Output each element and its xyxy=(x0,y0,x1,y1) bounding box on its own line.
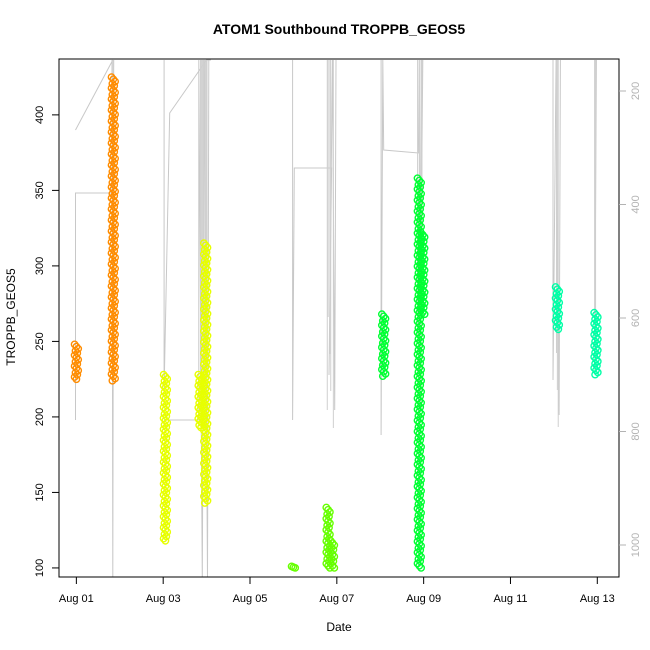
y-axis-label: TROPPB_GEOS5 xyxy=(4,268,18,366)
x-tick-label: Aug 07 xyxy=(319,593,354,605)
data-point xyxy=(591,370,599,379)
chart-title: ATOM1 Southbound TROPPB_GEOS5 xyxy=(213,21,465,37)
data-cluster-5 xyxy=(287,562,300,572)
data-point xyxy=(417,564,425,572)
data-point xyxy=(108,376,117,385)
y2-tick-label: 800 xyxy=(630,422,642,440)
y-tick-label: 350 xyxy=(34,181,46,199)
data-point xyxy=(200,499,209,507)
y-tick-label: 250 xyxy=(34,332,46,350)
y2-tick-label: 600 xyxy=(630,309,642,327)
y-tick-label: 100 xyxy=(34,559,46,577)
data-point xyxy=(195,421,204,430)
plot-frame xyxy=(58,58,620,578)
data-point xyxy=(415,561,424,570)
y2-tick-label: 200 xyxy=(630,82,642,100)
data-point xyxy=(72,375,81,384)
data-point xyxy=(109,372,118,381)
pressure-trace-1 xyxy=(75,59,114,131)
data-point xyxy=(420,310,429,319)
data-point xyxy=(379,367,388,376)
data-cluster-4 xyxy=(199,239,212,507)
y-tick-label: 150 xyxy=(34,483,46,501)
data-point xyxy=(159,534,168,543)
data-cluster-2 xyxy=(159,370,172,545)
data-cluster-7 xyxy=(326,536,339,572)
plot-content xyxy=(70,59,602,577)
pressure-trace-2 xyxy=(163,59,211,391)
x-tick-label: Aug 03 xyxy=(146,593,181,605)
y-tick-label: 300 xyxy=(34,257,46,275)
y2-tick-label: 400 xyxy=(630,195,642,213)
y2-tick-label: 1000 xyxy=(630,533,642,557)
y-tick-label: 400 xyxy=(34,106,46,124)
data-cluster-1 xyxy=(107,73,120,385)
x-axis-label: Date xyxy=(326,620,352,634)
x-tick-label: Aug 09 xyxy=(406,593,441,605)
plot-area: Aug 01 Aug 03 Aug 05 Aug 07 Aug 09 Aug 11 Aug … xyxy=(34,58,642,605)
data-cluster-8 xyxy=(377,310,390,380)
data-cluster-0 xyxy=(70,340,83,384)
data-point xyxy=(378,372,387,380)
data-cluster-10 xyxy=(417,228,429,319)
data-point xyxy=(418,308,427,316)
x-tick-label: Aug 13 xyxy=(580,593,615,605)
data-point xyxy=(201,494,210,503)
data-point xyxy=(328,561,337,570)
y-tick-label: 200 xyxy=(34,408,46,426)
pressure-trace-3 xyxy=(164,59,210,577)
data-point xyxy=(552,323,561,331)
data-point xyxy=(330,564,339,572)
x-tick-label: Aug 11 xyxy=(493,593,527,605)
data-point xyxy=(161,536,170,545)
data-point xyxy=(592,366,600,375)
x-tick-label: Aug 05 xyxy=(233,593,268,605)
data-cluster-12 xyxy=(590,308,602,379)
x-tick-label: Aug 01 xyxy=(59,593,94,605)
data-point xyxy=(70,373,79,381)
data-point xyxy=(291,564,300,572)
data-point xyxy=(554,325,563,334)
data-cluster-11 xyxy=(551,283,564,334)
